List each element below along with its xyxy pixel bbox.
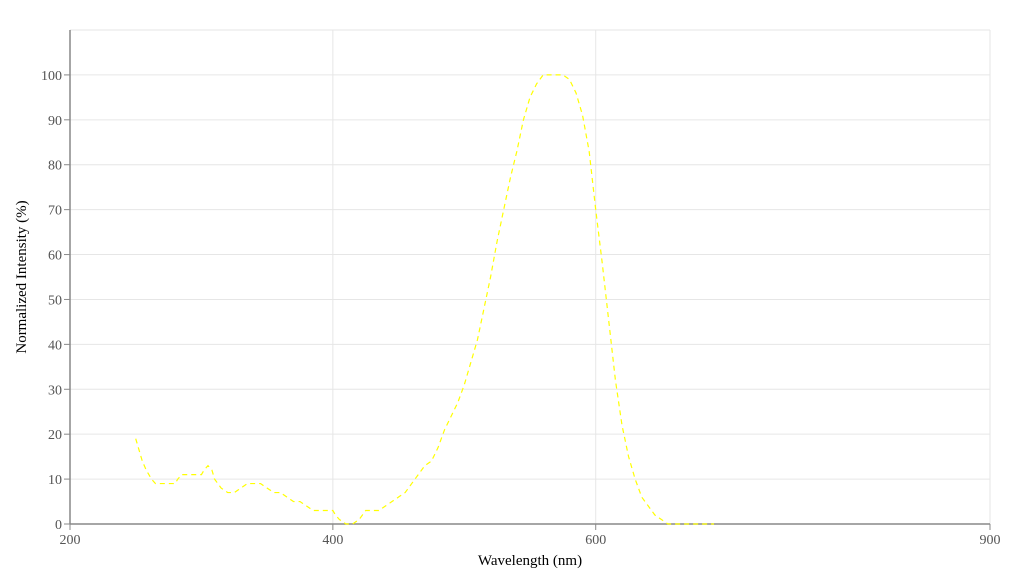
y-tick-label: 10: [48, 473, 62, 488]
spectrum-line: [135, 74, 714, 525]
grid-lines: [70, 29, 991, 524]
y-axis-label: Normalized Intensity (%): [14, 200, 30, 353]
y-tick-label: 100: [41, 69, 62, 84]
y-tick-label: 40: [48, 338, 62, 353]
y-tick-label: 50: [48, 293, 62, 308]
y-tick-label: 20: [48, 428, 62, 443]
y-tick-label: 0: [55, 518, 62, 533]
tick-labels: 0 10 20 30 40 50 60 70 80 90 100 200 400 600 900: [41, 69, 1001, 548]
x-tick-label: 900: [980, 533, 1001, 548]
x-tick-label: 600: [585, 533, 606, 548]
x-axis-label: Wavelength (nm): [478, 553, 582, 569]
x-tick-label: 400: [322, 533, 343, 548]
y-tick-label: 80: [48, 159, 62, 174]
axes: [64, 30, 991, 530]
y-tick-label: 70: [48, 204, 62, 219]
x-tick-label: 200: [60, 533, 81, 548]
y-tick-label: 60: [48, 249, 62, 264]
data-series: [135, 74, 714, 525]
y-tick-label: 30: [48, 383, 62, 398]
y-tick-label: 90: [48, 114, 62, 129]
